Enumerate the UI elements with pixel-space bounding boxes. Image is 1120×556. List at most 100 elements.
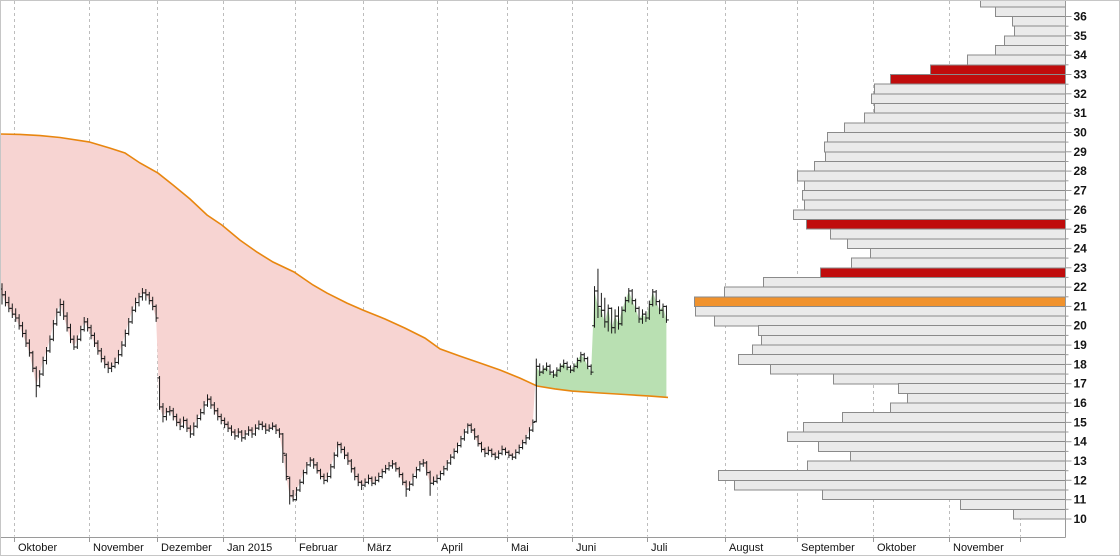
volume-profile-bar-gray (967, 54, 1066, 66)
x-axis-label: Februar (299, 542, 338, 554)
ohlc-bar (530, 419, 536, 433)
y-axis-label: 13 (1074, 454, 1088, 468)
ohlc-bar (283, 453, 289, 481)
x-axis-labels: Oktober November Dezember Jan 2015 Februar Mä… (14, 537, 1021, 554)
area-price-above-average (535, 291, 667, 398)
volume-profile-bar-gray (847, 238, 1066, 249)
volume-profile-bar-gray (960, 499, 1066, 510)
volume-profile-bar-orange (694, 296, 1066, 307)
volume-profile-bar-gray (874, 83, 1066, 95)
volume-profile-bar-gray (898, 383, 1066, 394)
volume-profile-bar-gray (718, 470, 1066, 481)
y-axis-label: 36 (1074, 10, 1088, 24)
volume-profile-bar-red (806, 218, 1066, 230)
volume-profile-bar-gray (807, 460, 1066, 472)
x-axis-label: Juli (651, 542, 668, 554)
volume-profile-bar-gray (995, 45, 1066, 56)
y-axis-label: 33 (1074, 68, 1088, 82)
y-axis-label: 11 (1074, 493, 1087, 507)
volume-profile-bar-gray (770, 363, 1066, 375)
volume-profile-bar-gray (804, 180, 1066, 191)
volume-profile-bar-gray (1012, 16, 1066, 27)
volume-profile-bar-gray (803, 421, 1066, 433)
ma-distance-areas (0, 134, 667, 500)
volume-profile-bar-gray (890, 402, 1066, 414)
volume-profile-bar-gray (844, 122, 1066, 133)
ohlc-bars (0, 268, 669, 505)
volume-profile-bar-gray (714, 315, 1066, 327)
axes (0, 0, 1066, 538)
volume-profile-bar-gray (724, 286, 1066, 298)
y-axis-label: 28 (1074, 164, 1088, 178)
y-axis-label: 24 (1074, 241, 1088, 255)
ohlc-bar (280, 432, 286, 463)
volume-profile-bar-gray (980, 0, 1066, 8)
volume-profile-bar-gray (1004, 35, 1066, 46)
volume-profile-bar-gray (752, 344, 1066, 356)
moving-average-line (0, 133, 669, 399)
volume-profile-bar-gray (827, 132, 1066, 143)
x-axis-label: März (367, 542, 391, 554)
x-axis-label: Oktober (18, 542, 57, 554)
volume-profile-bar-gray (695, 305, 1066, 317)
x-axis-label: November (953, 542, 1004, 554)
y-axis-label: 31 (1074, 106, 1088, 120)
volume-profile-bar-red (930, 64, 1066, 75)
volume-profile-bar-gray (738, 354, 1066, 365)
y-axis-label: 35 (1074, 29, 1088, 43)
volume-profile-bar-gray (870, 247, 1066, 259)
y-axis-label: 14 (1074, 435, 1088, 449)
volume-profile-bar-gray (851, 257, 1066, 269)
y-axis-label: 32 (1074, 87, 1088, 101)
y-axis-label: 18 (1074, 357, 1088, 371)
volume-profile-bar-gray (825, 151, 1066, 162)
y-axis-label: 20 (1074, 319, 1088, 333)
x-axis-label: April (441, 542, 463, 554)
volume-profile-bar-gray (830, 228, 1066, 240)
volume-profile-bar-gray (818, 441, 1066, 452)
y-axis-label: 26 (1074, 203, 1088, 217)
x-axis-label: Dezember (161, 542, 212, 554)
ohlc-bar (153, 304, 159, 322)
ohlc-bar (588, 364, 594, 376)
y-axis-label: 29 (1074, 145, 1088, 159)
x-axis-label: September (801, 542, 855, 554)
area-price-below-average (0, 134, 536, 500)
volume-profile-bar-gray (824, 141, 1066, 153)
x-axis-label: August (729, 542, 763, 554)
volume-profile-bar-gray (787, 431, 1066, 443)
volume-profile-bar-gray (842, 412, 1066, 423)
moving-average (0, 133, 669, 399)
y-axis-label: 19 (1074, 338, 1088, 352)
volume-profile-bar-gray (804, 199, 1066, 211)
volume-profile-bar-gray (874, 103, 1066, 114)
volume-profile-bar-gray (758, 325, 1066, 336)
x-axis-label: Jan 2015 (227, 542, 272, 554)
volume-profile-bar-red (890, 74, 1066, 85)
y-axis-label: 21 (1074, 299, 1088, 313)
volume-profile-bar-gray (850, 450, 1066, 462)
y-axis-label: 25 (1074, 222, 1088, 236)
y-axis-label: 27 (1074, 184, 1088, 198)
volume-profile-bar-gray (761, 334, 1066, 346)
volume-profile-bar-gray (1013, 508, 1066, 520)
y-axis-label: 17 (1074, 377, 1088, 391)
x-axis-label: Juni (576, 542, 596, 554)
x-axis-label: Oktober (877, 542, 916, 554)
x-axis-label: Mai (511, 542, 529, 554)
volume-profile-bar-gray (802, 190, 1066, 201)
volume-profile-bar-gray (814, 161, 1066, 172)
volume-profile-bar-gray (833, 373, 1066, 385)
y-axis-labels: 10 11 12 13 14 15 16 17 18 19 20 21 22 23 24 25 26 27 28 29… (1065, 10, 1088, 526)
ohlc-bar (664, 305, 669, 323)
volume-profile (694, 0, 1066, 520)
y-axis-label: 30 (1074, 126, 1088, 140)
volume-profile-bar-gray (734, 479, 1066, 491)
y-axis-label: 22 (1074, 280, 1088, 294)
volume-profile-bar-gray (907, 392, 1066, 404)
volume-profile-bar-gray (1014, 25, 1066, 37)
volume-profile-bar-gray (793, 209, 1066, 220)
x-axis-label: November (93, 542, 144, 554)
y-axis-label: 16 (1074, 396, 1088, 410)
